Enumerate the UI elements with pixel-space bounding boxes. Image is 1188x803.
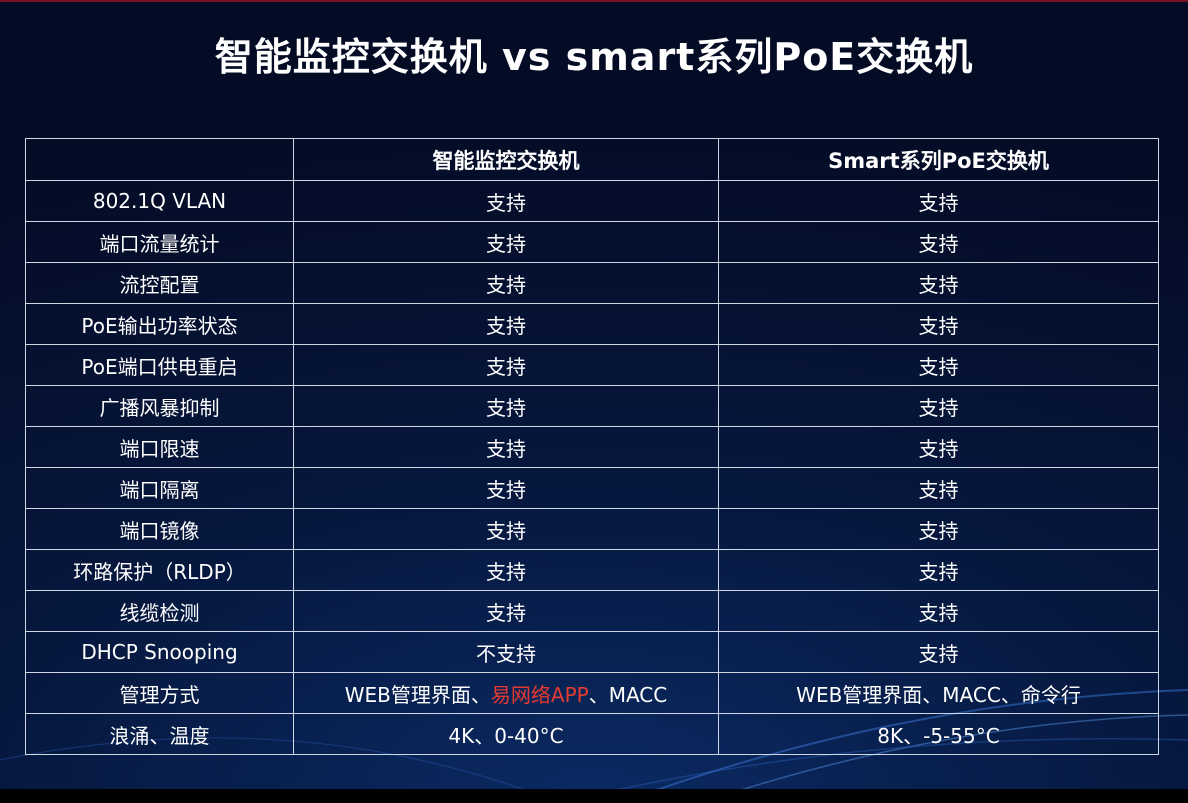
value-cell-a: WEB管理界面、易网络APP、MACC [293,672,719,714]
top-accent-line [0,0,1188,2]
value-cell-b: 支持 [718,385,1159,427]
table-row: 802.1Q VLAN 支持 支持 [25,180,1159,222]
value-cell-b: 支持 [718,549,1159,591]
management-web: WEB管理界面、 [344,682,491,707]
header-cell-smart-monitor-switch: 智能监控交换机 [293,138,719,181]
table-row: PoE端口供电重启 支持 支持 [25,344,1159,386]
comparison-table: 智能监控交换机 Smart系列PoE交换机 802.1Q VLAN 支持 支持 … [25,138,1159,755]
value-cell-a: 支持 [293,508,719,550]
management-macc: 、MACC [588,682,668,707]
feature-cell: PoE输出功率状态 [25,303,294,345]
value-cell-a: 支持 [293,549,719,591]
value-cell-b: 支持 [718,180,1159,222]
table-row: 流控配置 支持 支持 [25,262,1159,304]
table-row: 浪涌、温度 4K、0-40°C 8K、-5-55°C [25,713,1159,755]
header-cell-smart-poe-switch: Smart系列PoE交换机 [718,138,1159,181]
management-app-highlight: 易网络APP [490,682,589,707]
feature-cell: 端口镜像 [25,508,294,550]
value-cell-a: 支持 [293,221,719,263]
value-cell-b: 支持 [718,467,1159,509]
value-cell-b: 支持 [718,221,1159,263]
value-cell-a: 支持 [293,344,719,386]
value-cell-a: 支持 [293,262,719,304]
feature-cell: 端口流量统计 [25,221,294,263]
table-row: 线缆检测 支持 支持 [25,590,1159,632]
value-cell-b: 8K、-5-55°C [718,713,1159,755]
value-cell-b: 支持 [718,590,1159,632]
feature-cell: 线缆检测 [25,590,294,632]
feature-cell: 广播风暴抑制 [25,385,294,427]
value-cell-a: 支持 [293,590,719,632]
table-row: 环路保护（RLDP） 支持 支持 [25,549,1159,591]
value-cell-a: 支持 [293,426,719,468]
bottom-band [0,789,1188,803]
value-cell-b: 支持 [718,426,1159,468]
page-title: 智能监控交换机 vs smart系列PoE交换机 [214,35,974,79]
feature-cell: 端口隔离 [25,467,294,509]
feature-cell: 环路保护（RLDP） [25,549,294,591]
table-row: 端口流量统计 支持 支持 [25,221,1159,263]
table-row: 端口限速 支持 支持 [25,426,1159,468]
header-cell-feature [25,138,294,181]
table-header-row: 智能监控交换机 Smart系列PoE交换机 [25,138,1159,181]
value-cell-a: 支持 [293,180,719,222]
feature-cell: 端口限速 [25,426,294,468]
value-cell-a: 支持 [293,467,719,509]
value-cell-b: 支持 [718,303,1159,345]
value-cell-b: 支持 [718,262,1159,304]
feature-cell: 浪涌、温度 [25,713,294,755]
value-cell-a: 支持 [293,303,719,345]
value-cell-b: 支持 [718,508,1159,550]
feature-cell: 流控配置 [25,262,294,304]
table-row: PoE输出功率状态 支持 支持 [25,303,1159,345]
table-row: 管理方式 WEB管理界面、易网络APP、MACC WEB管理界面、MACC、命令… [25,672,1159,714]
table-row: DHCP Snooping 不支持 支持 [25,631,1159,673]
value-cell-a: 不支持 [293,631,719,673]
value-cell-b: 支持 [718,344,1159,386]
table-row: 端口镜像 支持 支持 [25,508,1159,550]
feature-cell: 802.1Q VLAN [25,180,294,222]
table-row: 端口隔离 支持 支持 [25,467,1159,509]
feature-cell: 管理方式 [25,672,294,714]
feature-cell: DHCP Snooping [25,631,294,673]
feature-cell: PoE端口供电重启 [25,344,294,386]
value-cell-a: 4K、0-40°C [293,713,719,755]
value-cell-b: WEB管理界面、MACC、命令行 [718,672,1159,714]
value-cell-a: 支持 [293,385,719,427]
table-row: 广播风暴抑制 支持 支持 [25,385,1159,427]
value-cell-b-highlight: 支持 [718,631,1159,673]
